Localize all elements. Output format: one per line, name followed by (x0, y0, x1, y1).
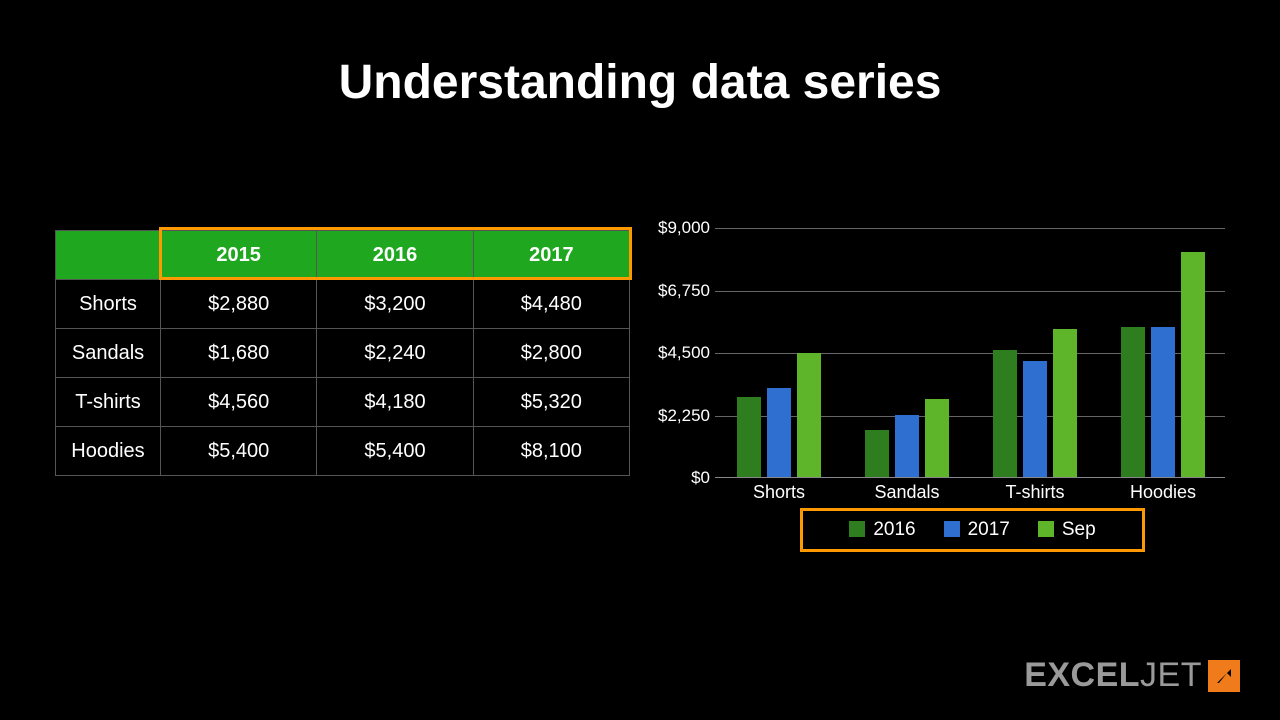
table-row: T-shirts $4,560 $4,180 $5,320 (56, 378, 630, 427)
bar (1151, 327, 1175, 477)
logo-icon (1208, 660, 1240, 692)
bar (865, 430, 889, 477)
cell: $2,800 (473, 329, 629, 378)
gridline (715, 228, 1225, 229)
logo-text: EXCELJET (1024, 656, 1202, 695)
x-tick-label: Shorts (753, 482, 805, 503)
y-tick-label: $6,750 (640, 281, 710, 301)
x-tick-label: Hoodies (1130, 482, 1196, 503)
bar (1181, 252, 1205, 477)
bar (895, 415, 919, 477)
y-tick-label: $2,250 (640, 406, 710, 426)
col-header-2015: 2015 (161, 231, 317, 280)
bar (797, 353, 821, 477)
bar (737, 397, 761, 477)
cell: $2,880 (161, 280, 317, 329)
cell: $8,100 (473, 427, 629, 476)
slide-title: Understanding data series (0, 55, 1280, 110)
cell: $5,400 (161, 427, 317, 476)
bar (993, 350, 1017, 477)
legend-item: Sep (1038, 519, 1096, 541)
bar (1121, 327, 1145, 477)
legend-item: 2016 (849, 519, 915, 541)
data-table-wrap: 2015 2016 2017 Shorts $2,880 $3,200 $4,4… (55, 230, 630, 476)
exceljet-logo: EXCELJET (1024, 656, 1240, 695)
logo-light: JET (1140, 656, 1202, 694)
legend-item: 2017 (944, 519, 1010, 541)
logo-bold: EXCEL (1024, 656, 1140, 694)
table-row: Hoodies $5,400 $5,400 $8,100 (56, 427, 630, 476)
y-tick-label: $9,000 (640, 218, 710, 238)
bar (1023, 361, 1047, 477)
row-label: Sandals (56, 329, 161, 378)
table-corner (56, 231, 161, 280)
row-label: Hoodies (56, 427, 161, 476)
legend-swatch (1038, 521, 1054, 537)
col-header-2016: 2016 (317, 231, 473, 280)
table-row: Shorts $2,880 $3,200 $4,480 (56, 280, 630, 329)
cell: $2,240 (317, 329, 473, 378)
gridline (715, 291, 1225, 292)
bar-chart: $0 $2,250 $4,500 $6,750 $9,000 Shorts Sandals… (635, 220, 1230, 500)
cell: $4,180 (317, 378, 473, 427)
bar (767, 388, 791, 477)
gridline (715, 416, 1225, 417)
col-header-2017: 2017 (473, 231, 629, 280)
bar (1053, 329, 1077, 477)
table-row: Sandals $1,680 $2,240 $2,800 (56, 329, 630, 378)
data-table: 2015 2016 2017 Shorts $2,880 $3,200 $4,4… (55, 230, 630, 476)
row-label: Shorts (56, 280, 161, 329)
x-tick-label: Sandals (874, 482, 939, 503)
cell: $4,480 (473, 280, 629, 329)
legend-swatch (849, 521, 865, 537)
chart-legend: 2016 2017 Sep (800, 508, 1145, 552)
cell: $3,200 (317, 280, 473, 329)
y-tick-label: $4,500 (640, 343, 710, 363)
y-tick-label: $0 (640, 468, 710, 488)
cell: $4,560 (161, 378, 317, 427)
row-label: T-shirts (56, 378, 161, 427)
bar (925, 399, 949, 477)
x-tick-label: T-shirts (1005, 482, 1064, 503)
cell: $5,320 (473, 378, 629, 427)
cell: $5,400 (317, 427, 473, 476)
gridline (715, 353, 1225, 354)
plot-area (715, 228, 1225, 478)
legend-swatch (944, 521, 960, 537)
cell: $1,680 (161, 329, 317, 378)
